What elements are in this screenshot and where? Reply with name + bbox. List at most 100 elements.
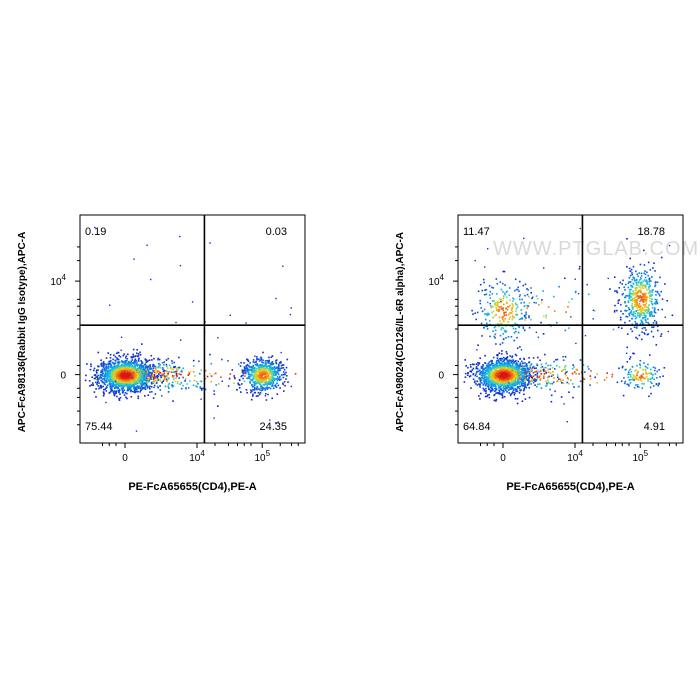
data-point	[491, 362, 494, 365]
data-point	[491, 311, 493, 314]
data-point	[118, 383, 121, 385]
data-point	[627, 301, 630, 304]
data-point	[502, 383, 504, 386]
data-point	[118, 399, 121, 401]
data-point	[120, 387, 123, 389]
data-point	[150, 386, 153, 388]
data-point	[638, 272, 641, 274]
data-point	[495, 377, 497, 379]
data-point	[565, 371, 567, 374]
data-point	[503, 368, 506, 370]
data-point	[145, 378, 148, 381]
data-point	[134, 372, 137, 375]
data-point	[284, 373, 286, 375]
data-point	[522, 327, 525, 330]
data-point	[133, 367, 135, 369]
data-point	[534, 380, 536, 383]
data-point	[119, 371, 122, 374]
data-point	[522, 284, 525, 287]
data-point	[528, 371, 530, 373]
data-point	[248, 365, 250, 367]
data-point	[520, 378, 522, 380]
data-point	[240, 391, 242, 393]
data-point	[521, 385, 524, 387]
data-point	[86, 363, 88, 365]
data-point	[104, 379, 106, 382]
data-point	[513, 377, 516, 379]
data-point	[504, 318, 506, 320]
data-point	[101, 362, 103, 365]
data-point	[509, 378, 512, 380]
data-point	[516, 390, 519, 393]
y-tick-label: 104	[50, 273, 66, 288]
data-point	[564, 277, 566, 280]
data-point	[269, 377, 272, 379]
data-point	[495, 304, 497, 306]
data-point	[107, 379, 110, 381]
data-point	[259, 364, 262, 367]
data-point	[549, 368, 551, 370]
data-point	[501, 322, 503, 325]
data-point	[570, 379, 572, 381]
data-point	[106, 380, 108, 383]
data-point	[269, 363, 272, 366]
data-point	[534, 379, 536, 381]
data-point	[267, 376, 269, 379]
data-point	[550, 400, 553, 403]
data-point	[496, 301, 498, 304]
data-point	[487, 365, 490, 367]
data-point	[264, 360, 267, 362]
data-point	[469, 370, 471, 373]
data-point	[138, 371, 140, 373]
data-point	[279, 375, 281, 378]
data-point	[512, 369, 515, 371]
data-point	[147, 360, 149, 362]
data-point	[149, 374, 152, 377]
data-point	[274, 384, 276, 387]
data-point	[489, 375, 492, 377]
data-point	[483, 294, 486, 296]
data-point	[514, 373, 516, 375]
data-point	[502, 385, 505, 388]
data-point	[266, 367, 269, 370]
data-point	[254, 387, 256, 389]
data-point	[254, 372, 257, 374]
data-point	[482, 365, 484, 367]
data-point	[514, 397, 517, 400]
data-point	[494, 381, 497, 384]
data-point	[644, 310, 647, 313]
data-point	[506, 302, 508, 305]
data-point	[530, 318, 532, 321]
data-point	[596, 373, 598, 375]
data-point	[110, 385, 113, 388]
data-point	[519, 362, 522, 364]
data-point	[518, 378, 521, 380]
data-point	[649, 300, 651, 302]
data-point	[578, 373, 580, 375]
data-point	[147, 373, 150, 375]
data-point	[476, 384, 479, 386]
data-point	[107, 370, 109, 372]
data-point	[124, 365, 126, 367]
data-point	[152, 378, 155, 381]
data-point	[470, 370, 472, 372]
data-point	[500, 359, 502, 361]
data-point	[173, 371, 176, 373]
data-point	[120, 372, 123, 374]
data-point	[498, 364, 501, 367]
data-point	[509, 316, 512, 319]
data-point	[285, 371, 287, 374]
data-point	[520, 370, 523, 373]
data-point	[142, 367, 145, 369]
data-point	[475, 383, 477, 385]
data-point	[110, 377, 112, 380]
data-point	[523, 368, 526, 371]
data-point	[134, 383, 137, 385]
data-point	[131, 365, 134, 367]
data-point	[489, 335, 491, 338]
data-point	[548, 382, 551, 385]
data-point	[626, 316, 629, 318]
data-point	[552, 381, 555, 383]
data-point	[121, 369, 123, 372]
data-point	[511, 303, 513, 305]
